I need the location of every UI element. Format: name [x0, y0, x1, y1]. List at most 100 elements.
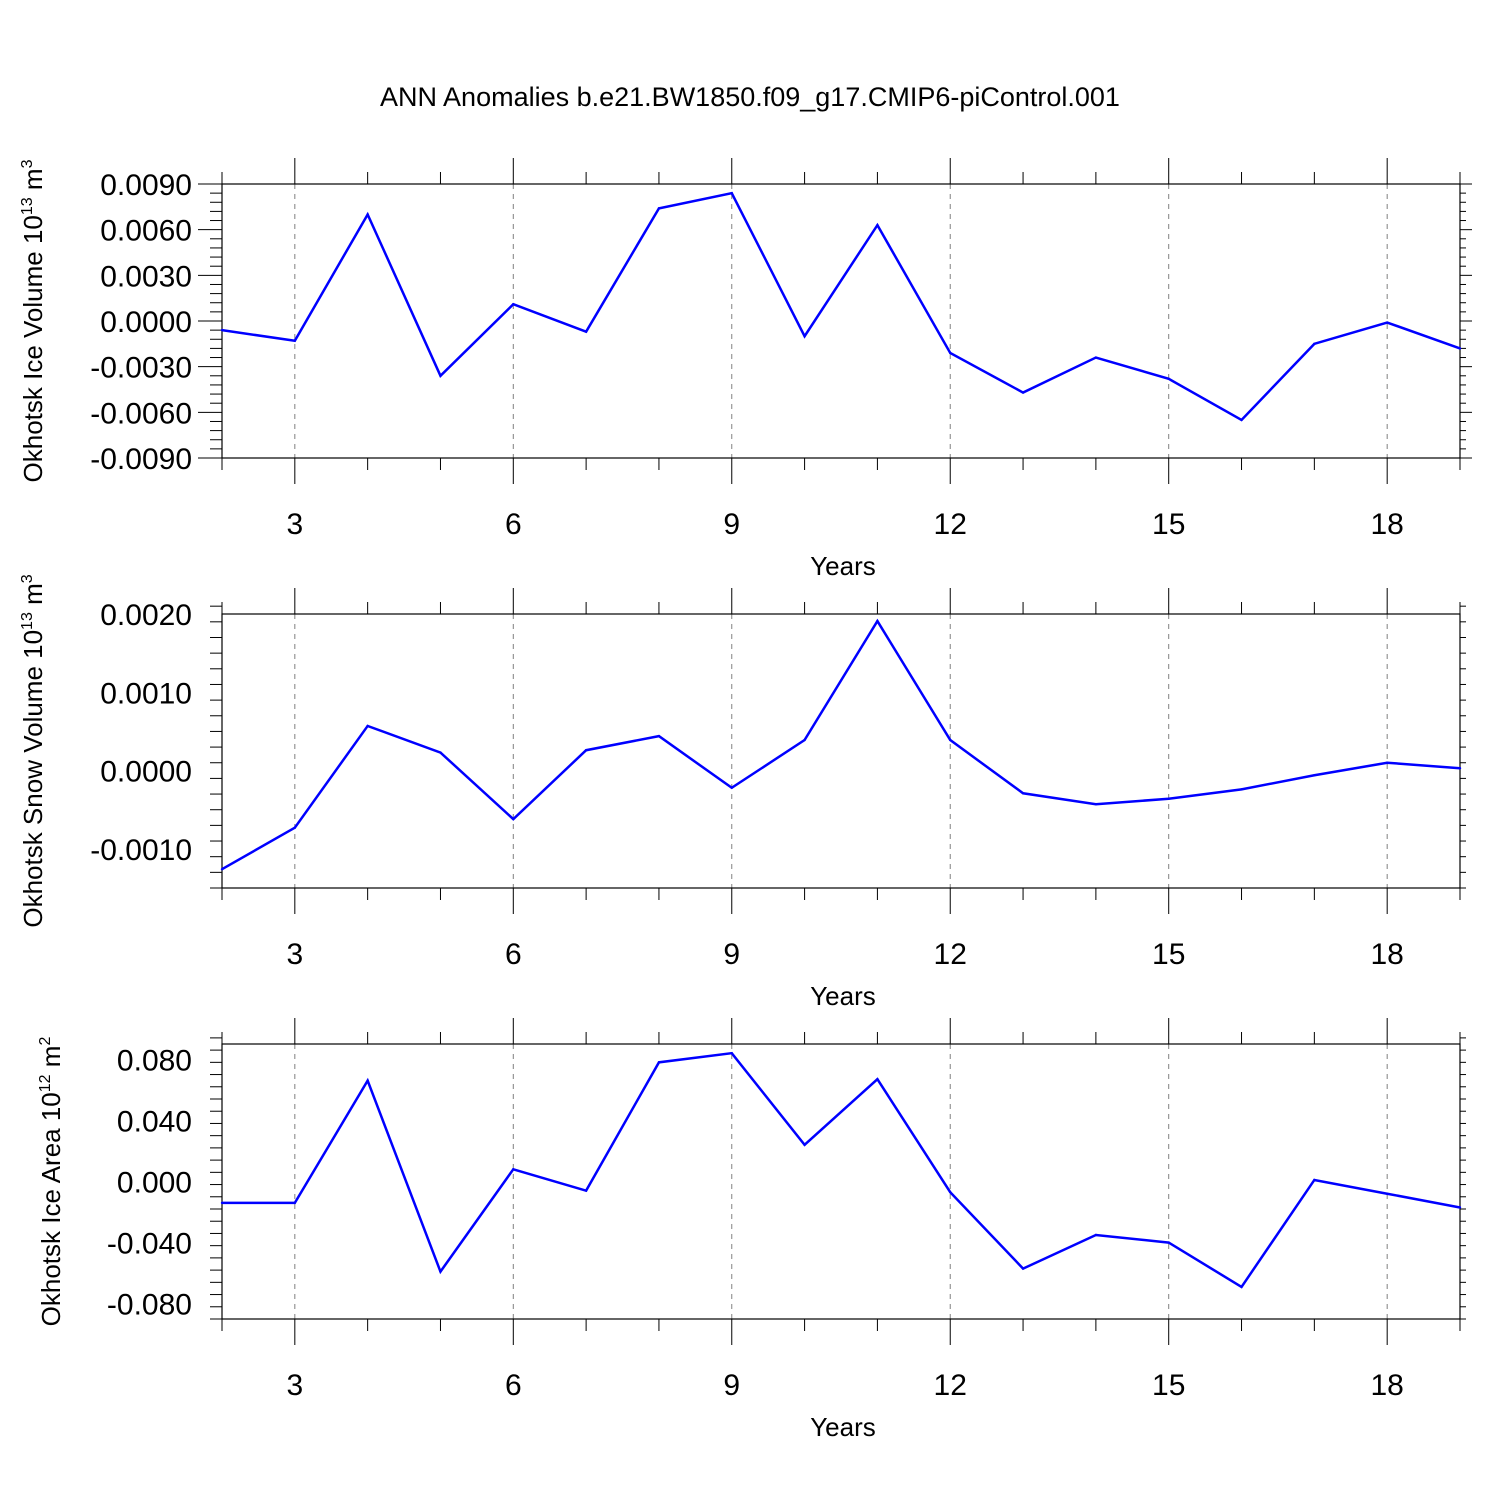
data-point [1240, 1285, 1243, 1289]
data-point [512, 303, 515, 306]
data-point [366, 1079, 369, 1082]
x-tick-label: 12 [934, 508, 967, 541]
y-tick-label: 0.0010 [100, 677, 192, 710]
data-point [657, 734, 661, 738]
data-point [730, 1051, 733, 1055]
x-tick-label: 9 [723, 938, 740, 971]
data-point [1385, 761, 1389, 764]
data-point [293, 339, 297, 342]
y-tick-label: -0.0090 [90, 443, 192, 476]
data-point [1094, 356, 1098, 359]
y-tick-label: 0.0090 [100, 169, 192, 202]
y-axis-title: Okhotsk Snow Volume 1013 m3 [18, 574, 48, 927]
data-point [1385, 321, 1389, 324]
data-point [584, 1189, 588, 1192]
data-point [1313, 342, 1316, 346]
chart-panel-2: -0.0010 0.0000 0.0010 0.0020 3 6 9 12 15 18 Years O… [18, 574, 1466, 1011]
y-tick-label: -0.0030 [90, 352, 192, 385]
x-axis-title: Years [810, 1412, 876, 1442]
y-axis-title: Okhotsk Ice Volume 1013 m3 [18, 159, 48, 482]
data-point [876, 223, 879, 227]
data-point [293, 1201, 297, 1205]
data-point [584, 330, 588, 333]
chart-panel-1: -0.0090 -0.0060 -0.0030 0.0000 0.0030 0.0060 0… [18, 158, 1472, 581]
data-point [220, 868, 224, 871]
x-tick-label: 9 [723, 1369, 740, 1402]
y-tick-label: 0.0030 [100, 260, 192, 293]
x-tick-label: 3 [286, 1369, 303, 1402]
data-point [584, 749, 588, 752]
data-point [1094, 803, 1098, 806]
x-tick-label: 6 [505, 508, 522, 541]
x-axis-title: Years [810, 551, 876, 581]
data-point [1385, 1192, 1389, 1195]
x-tick-label: 18 [1370, 1369, 1403, 1402]
figure-title: ANN Anomalies b.e21.BW1850.f09_g17.CMIP6… [380, 82, 1120, 112]
chart-panel-3: -0.080 -0.040 0.000 0.040 0.080 3 6 9 12 15 18 Year… [36, 1018, 1466, 1442]
y-tick-label: 0.040 [117, 1105, 192, 1138]
y-tick-label: 0.000 [117, 1167, 192, 1200]
data-point [803, 1143, 806, 1147]
x-tick-label: 6 [505, 1369, 522, 1402]
data-point [803, 738, 806, 742]
data-point [220, 1201, 224, 1205]
y-tick-label: -0.080 [107, 1289, 192, 1322]
x-tick-label: 3 [286, 938, 303, 971]
data-point [876, 1077, 879, 1081]
data-point [1240, 788, 1243, 791]
x-tick-label: 18 [1370, 508, 1403, 541]
data-point [366, 213, 369, 216]
x-axis-title: Years [810, 981, 876, 1011]
y-axis-title: Okhotsk Ice Area 1012 m2 [36, 1037, 66, 1327]
y-tick-label: 0.0000 [100, 756, 192, 789]
y-tick-label: 0.080 [117, 1044, 192, 1077]
y-tick-label: 0.0020 [100, 599, 192, 632]
series-line-1 [221, 618, 1461, 871]
x-tick-label: 12 [934, 938, 967, 971]
data-point [1167, 1241, 1170, 1244]
x-tick-label: 15 [1152, 1369, 1185, 1402]
x-tick-label: 12 [934, 1369, 967, 1402]
data-point [220, 328, 224, 332]
data-point [1094, 1233, 1098, 1237]
data-point [1458, 767, 1462, 770]
data-point [730, 786, 733, 789]
data-point [657, 207, 661, 210]
series-line-1 [221, 191, 1461, 422]
x-tick-label: 6 [505, 938, 522, 971]
data-point [1167, 797, 1170, 800]
y-tick-label: 0.0000 [100, 306, 192, 339]
data-point [1021, 1267, 1025, 1270]
data-point [439, 1270, 442, 1273]
data-point [439, 751, 442, 754]
plot-frame [221, 183, 1461, 459]
data-point [1458, 1206, 1462, 1209]
data-point [949, 351, 952, 355]
data-point [1021, 792, 1025, 795]
data-point [439, 374, 442, 377]
data-point [1021, 391, 1025, 394]
data-point [949, 1190, 952, 1194]
data-point [876, 619, 879, 623]
x-tick-label: 18 [1370, 938, 1403, 971]
y-tick-label: 0.0060 [100, 215, 192, 248]
data-point [657, 1061, 661, 1064]
data-point [1313, 1178, 1316, 1182]
y-tick-label: -0.0010 [90, 834, 192, 867]
data-point [730, 191, 733, 195]
data-point [366, 724, 369, 728]
data-point [1167, 377, 1170, 381]
plot-frame [221, 613, 1461, 889]
data-point [1240, 418, 1243, 422]
data-point [1458, 347, 1462, 350]
data-point [1313, 774, 1316, 777]
plot-frame [221, 1043, 1461, 1320]
x-tick-label: 9 [723, 508, 740, 541]
x-tick-label: 15 [1152, 938, 1185, 971]
data-point [803, 335, 806, 338]
x-tick-label: 3 [286, 508, 303, 541]
series-line-1 [222, 1051, 1461, 1289]
x-tick-label: 15 [1152, 508, 1185, 541]
data-point [293, 826, 297, 829]
